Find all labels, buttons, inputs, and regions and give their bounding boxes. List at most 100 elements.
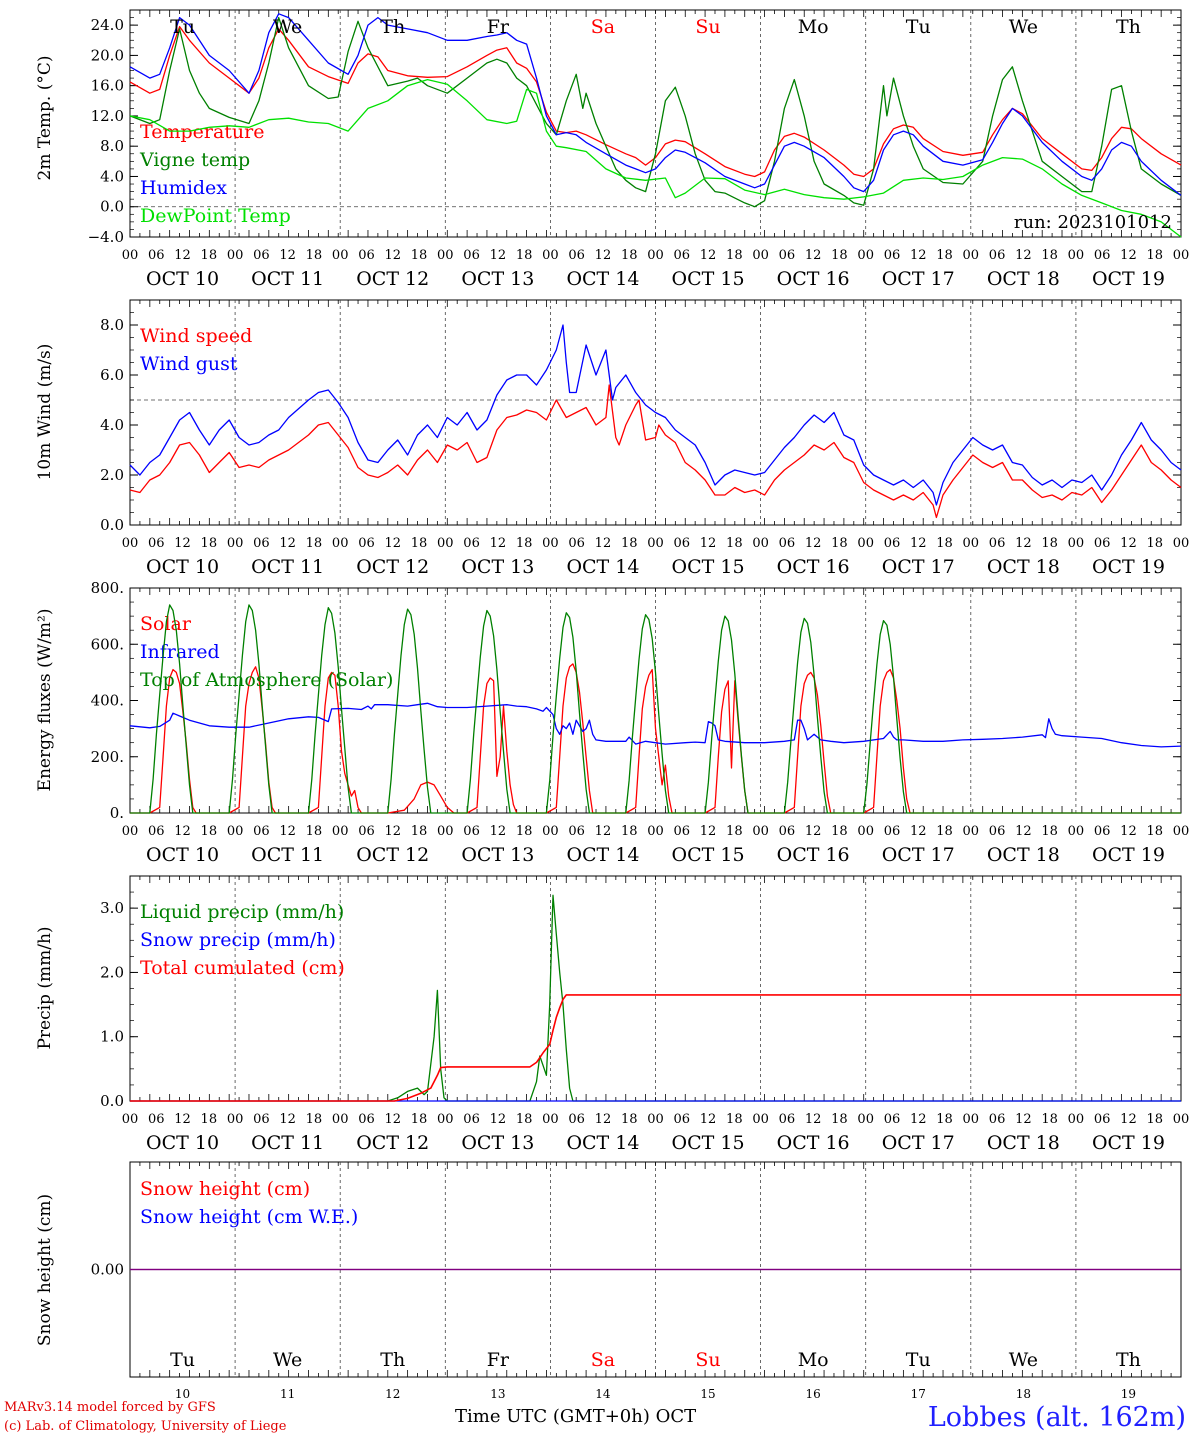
panel-frame (129, 587, 1182, 814)
series-line (130, 604, 1181, 814)
series-line (129, 25, 1182, 178)
x-hour-label: 06 (884, 1112, 901, 1127)
x-hour-label: 12 (384, 248, 401, 263)
x-date-label: OCT 11 (251, 556, 324, 578)
x-hour-label: 06 (253, 536, 270, 551)
day-name-label: Tu (906, 1349, 931, 1371)
x-hour-label: 06 (148, 248, 165, 263)
x-hour-label: 12 (805, 248, 822, 263)
x-hour-label: 12 (700, 536, 717, 551)
x-hour-label: 06 (463, 824, 480, 839)
x-hour-label: 00 (963, 1112, 980, 1127)
x-hour-label: 12 (805, 536, 822, 551)
x-hour-label: 18 (936, 1112, 953, 1127)
day-name-label: We (273, 16, 302, 38)
day-name-label: We (1009, 1349, 1038, 1371)
x-date-label: OCT 17 (882, 268, 955, 290)
x-date-label: OCT 14 (566, 1132, 639, 1154)
x-hour-label: 00 (647, 248, 664, 263)
x-hour-label: 12 (1120, 536, 1137, 551)
x-hour-label: 06 (884, 824, 901, 839)
day-name-label: Mo (798, 1349, 829, 1371)
x-hour-label: 00 (542, 536, 559, 551)
x-hour-label: 00 (332, 536, 349, 551)
x-hour-label: 00 (752, 1112, 769, 1127)
series-line (130, 994, 1181, 1102)
x-hour-label: 18 (831, 824, 848, 839)
x-hour-label: 18 (726, 1112, 743, 1127)
x-hour-label: 12 (595, 248, 612, 263)
y-tick-label: 2.0 (100, 963, 124, 981)
x-hour-label: 18 (936, 248, 953, 263)
x-date-label: OCT 12 (356, 844, 429, 866)
x-hour-label: 00 (332, 1112, 349, 1127)
x-hour-label: 12 (174, 536, 191, 551)
x-hour-label: 18 (411, 536, 428, 551)
x-hour-label: 06 (463, 536, 480, 551)
x-hour-label: 00 (332, 248, 349, 263)
x-hour-label: 06 (253, 1112, 270, 1127)
x-hour-label: 12 (1120, 248, 1137, 263)
x-hour-label: 12 (1120, 824, 1137, 839)
x-hour-label: 12 (279, 536, 296, 551)
x-hour-label: 00 (227, 536, 244, 551)
x-hour-label: 12 (174, 1112, 191, 1127)
legend-entry: Vigne temp (139, 149, 250, 171)
x-hour-label: 06 (253, 248, 270, 263)
x-hour-label: 18 (516, 536, 533, 551)
x-hour-label: 06 (358, 248, 375, 263)
x-date-label: OCT 18 (987, 844, 1060, 866)
x-hour-label: 00 (332, 824, 349, 839)
x-date-label: OCT 10 (146, 268, 219, 290)
y-tick-label: 400. (91, 692, 124, 710)
y-axis-label: Energy fluxes (W/m²) (35, 609, 55, 792)
x-date-label: OCT 16 (777, 268, 850, 290)
x-hour-label: 06 (674, 536, 691, 551)
x-hour-label: 00 (122, 1112, 139, 1127)
x-hour-label: 06 (674, 824, 691, 839)
x-hour-label: 12 (384, 536, 401, 551)
x-hour-label: 06 (779, 536, 796, 551)
x-hour-label: 12 (490, 248, 507, 263)
credit-lab: (c) Lab. of Climatology, University of L… (4, 1419, 287, 1434)
day-name-label: Fr (487, 1349, 510, 1371)
day-number-label: 16 (806, 1387, 821, 1401)
x-date-label: OCT 15 (672, 556, 745, 578)
x-hour-label: 00 (122, 248, 139, 263)
x-hour-label: 12 (490, 1112, 507, 1127)
x-hour-label: 06 (568, 248, 585, 263)
day-number-label: 18 (1016, 1387, 1031, 1401)
x-hour-label: 00 (227, 1112, 244, 1127)
day-name-label: We (273, 1349, 302, 1371)
series-line (129, 702, 1182, 748)
series-line (129, 384, 1182, 519)
y-tick-label: 3.0 (100, 899, 124, 917)
x-date-label: OCT 19 (1092, 268, 1165, 290)
x-hour-label: 06 (568, 1112, 585, 1127)
x-date-label: OCT 13 (461, 844, 534, 866)
y-tick-label: 0.0 (100, 198, 124, 216)
x-hour-label: 00 (1173, 248, 1190, 263)
x-date-label: OCT 18 (987, 1132, 1060, 1154)
y-tick-label: 4.0 (100, 416, 124, 434)
x-hour-label: 18 (201, 248, 218, 263)
x-date-label: OCT 17 (882, 556, 955, 578)
x-hour-label: 00 (437, 536, 454, 551)
day-name-label: Tu (170, 16, 195, 38)
x-hour-label: 06 (989, 824, 1006, 839)
x-hour-label: 00 (122, 824, 139, 839)
x-hour-label: 18 (1146, 1112, 1163, 1127)
x-hour-label: 06 (148, 536, 165, 551)
x-hour-label: 06 (358, 824, 375, 839)
day-number-label: 11 (280, 1387, 295, 1401)
x-hour-label: 18 (411, 1112, 428, 1127)
x-hour-label: 18 (1041, 536, 1058, 551)
y-axis-label: Precip (mm/h) (35, 926, 55, 1049)
x-hour-label: 00 (542, 248, 559, 263)
day-number-label: 17 (911, 1387, 926, 1401)
x-hour-label: 18 (411, 824, 428, 839)
x-hour-label: 00 (647, 1112, 664, 1127)
y-tick-label: 8.0 (100, 137, 124, 155)
x-hour-label: 12 (700, 824, 717, 839)
